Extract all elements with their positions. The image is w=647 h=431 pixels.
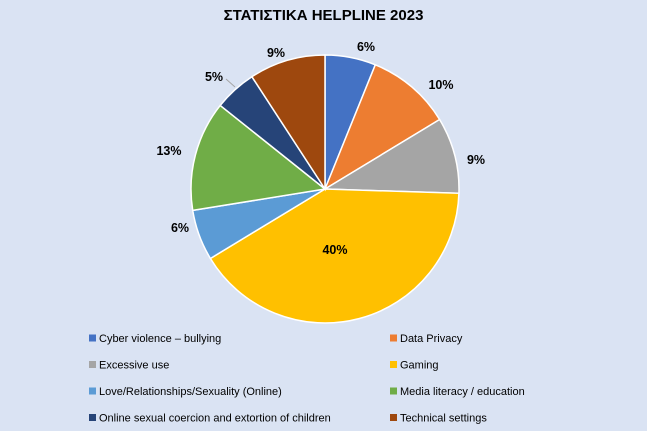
- chart-title: ΣΤΑΤΙΣΤΙΚΑ HELPLINE 2023: [224, 7, 424, 24]
- data-label-3: 40%: [322, 243, 347, 257]
- legend-swatch-6: [89, 414, 96, 421]
- data-label-7: 9%: [267, 46, 285, 60]
- legend-label-5: Media literacy / education: [400, 386, 525, 398]
- pie-slice-7: [250, 54, 326, 192]
- legend-label-0: Cyber violence – bullying: [99, 333, 221, 345]
- pie-slice-5: [190, 104, 327, 212]
- legend-label-2: Excessive use: [99, 360, 169, 372]
- leader-lines: [225, 78, 236, 88]
- pie-slice-1: [323, 63, 441, 191]
- leader-line-6: [225, 78, 236, 88]
- data-label-1: 10%: [428, 78, 453, 92]
- legend-label-1: Data Privacy: [400, 333, 463, 345]
- legend-label-7: Technical settings: [400, 413, 487, 425]
- legend-swatch-7: [390, 414, 397, 421]
- data-label-6: 5%: [205, 70, 223, 84]
- legend-swatch-0: [89, 334, 96, 342]
- pie-slice-3: [209, 188, 460, 324]
- legend-swatch-1: [390, 334, 397, 342]
- legend-label-3: Gaming: [400, 360, 439, 372]
- data-label-0: 6%: [357, 40, 375, 54]
- legend-swatch-5: [390, 387, 397, 395]
- legend-swatch-2: [89, 361, 96, 368]
- data-label-2: 9%: [467, 153, 485, 167]
- legend-swatch-3: [390, 361, 397, 368]
- legend-label-4: Love/Relationships/Sexuality (Online): [99, 386, 282, 398]
- data-label-4: 6%: [171, 221, 189, 235]
- legend: Cyber violence – bullying Data Privacy Exc…: [89, 333, 525, 425]
- data-labels: 6% 10% 9% 40% 6% 13% 5% 9%: [156, 40, 485, 257]
- pie-slices: [190, 54, 460, 324]
- data-label-5: 13%: [156, 144, 181, 158]
- legend-label-6: Online sexual coercion and extortion of …: [99, 413, 331, 425]
- pie-slice-2: [322, 118, 460, 195]
- legend-swatch-4: [89, 387, 96, 395]
